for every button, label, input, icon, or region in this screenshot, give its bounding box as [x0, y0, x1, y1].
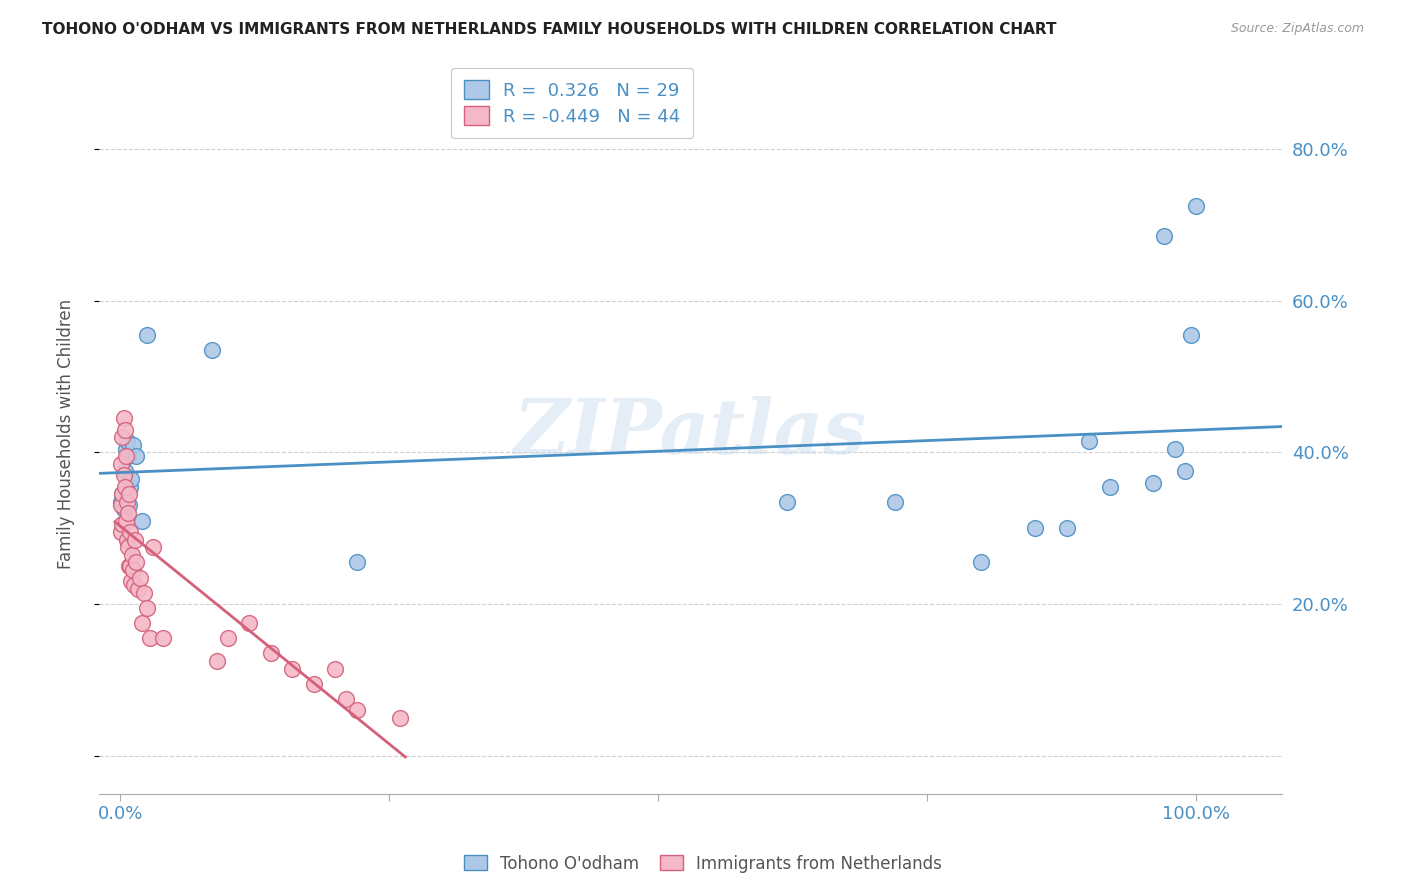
- Legend: R =  0.326   N = 29, R = -0.449   N = 44: R = 0.326 N = 29, R = -0.449 N = 44: [451, 68, 693, 138]
- Point: [1185, 199, 1208, 213]
- Point: [205, 654, 228, 668]
- Point: [142, 540, 165, 554]
- Point: [302, 676, 325, 690]
- Point: [118, 487, 141, 501]
- Point: [1180, 327, 1202, 342]
- Point: [128, 570, 150, 584]
- Legend: Tohono O'odham, Immigrants from Netherlands: Tohono O'odham, Immigrants from Netherla…: [457, 848, 949, 880]
- Point: [118, 479, 141, 493]
- Point: [139, 631, 162, 645]
- Point: [1163, 442, 1185, 456]
- Point: [117, 506, 139, 520]
- Point: [122, 438, 145, 452]
- Point: [110, 499, 132, 513]
- Point: [1174, 464, 1197, 478]
- Point: [131, 615, 153, 630]
- Point: [114, 423, 136, 437]
- Point: [1056, 521, 1078, 535]
- Point: [118, 524, 141, 539]
- Text: Source: ZipAtlas.com: Source: ZipAtlas.com: [1230, 22, 1364, 36]
- Point: [1142, 475, 1164, 490]
- Point: [115, 533, 138, 547]
- Point: [883, 494, 905, 508]
- Point: [118, 559, 141, 574]
- Point: [112, 502, 135, 516]
- Point: [238, 615, 260, 630]
- Point: [325, 661, 347, 675]
- Point: [122, 563, 145, 577]
- Point: [335, 691, 357, 706]
- Point: [118, 499, 141, 513]
- Point: [1077, 434, 1099, 448]
- Point: [114, 449, 136, 463]
- Point: [346, 555, 368, 569]
- Point: [776, 494, 799, 508]
- Point: [121, 548, 143, 562]
- Point: [118, 559, 141, 574]
- Point: [120, 574, 142, 589]
- Point: [115, 434, 138, 448]
- Point: [217, 631, 239, 645]
- Point: [110, 524, 132, 539]
- Point: [111, 487, 134, 501]
- Point: [124, 578, 146, 592]
- Text: ZIPatlas: ZIPatlas: [515, 396, 868, 470]
- Point: [201, 343, 224, 357]
- Point: [127, 582, 149, 596]
- Y-axis label: Family Households with Children: Family Households with Children: [58, 299, 75, 568]
- Point: [125, 449, 148, 463]
- Point: [1024, 521, 1046, 535]
- Point: [114, 479, 136, 493]
- Point: [120, 472, 142, 486]
- Text: TOHONO O'ODHAM VS IMMIGRANTS FROM NETHERLANDS FAMILY HOUSEHOLDS WITH CHILDREN CO: TOHONO O'ODHAM VS IMMIGRANTS FROM NETHER…: [42, 22, 1057, 37]
- Point: [125, 555, 148, 569]
- Point: [117, 449, 139, 463]
- Point: [114, 514, 136, 528]
- Point: [110, 457, 132, 471]
- Point: [110, 494, 132, 508]
- Point: [124, 533, 146, 547]
- Point: [111, 517, 134, 532]
- Point: [115, 494, 138, 508]
- Point: [281, 661, 304, 675]
- Point: [136, 327, 159, 342]
- Point: [1099, 479, 1122, 493]
- Point: [111, 487, 134, 501]
- Point: [117, 540, 139, 554]
- Point: [132, 585, 155, 599]
- Point: [136, 600, 159, 615]
- Point: [111, 430, 134, 444]
- Point: [389, 711, 412, 725]
- Point: [112, 468, 135, 483]
- Point: [131, 514, 153, 528]
- Point: [346, 703, 368, 717]
- Point: [152, 631, 174, 645]
- Point: [114, 464, 136, 478]
- Point: [260, 646, 283, 660]
- Point: [1153, 229, 1175, 244]
- Point: [114, 442, 136, 456]
- Point: [970, 555, 993, 569]
- Point: [112, 411, 135, 425]
